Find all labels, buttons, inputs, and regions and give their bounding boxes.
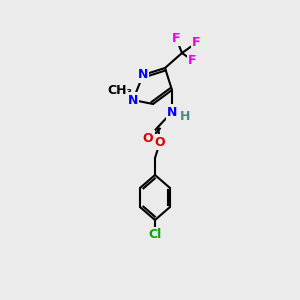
Text: Cl: Cl [148,229,162,242]
Text: O: O [143,131,153,145]
Text: CH₃: CH₃ [107,83,133,97]
Text: N: N [167,106,177,118]
Text: N: N [138,68,148,82]
Text: N: N [128,94,138,106]
Text: F: F [188,53,196,67]
Text: F: F [192,37,200,50]
Text: H: H [180,110,190,124]
Text: F: F [172,32,180,44]
Text: O: O [155,136,165,148]
